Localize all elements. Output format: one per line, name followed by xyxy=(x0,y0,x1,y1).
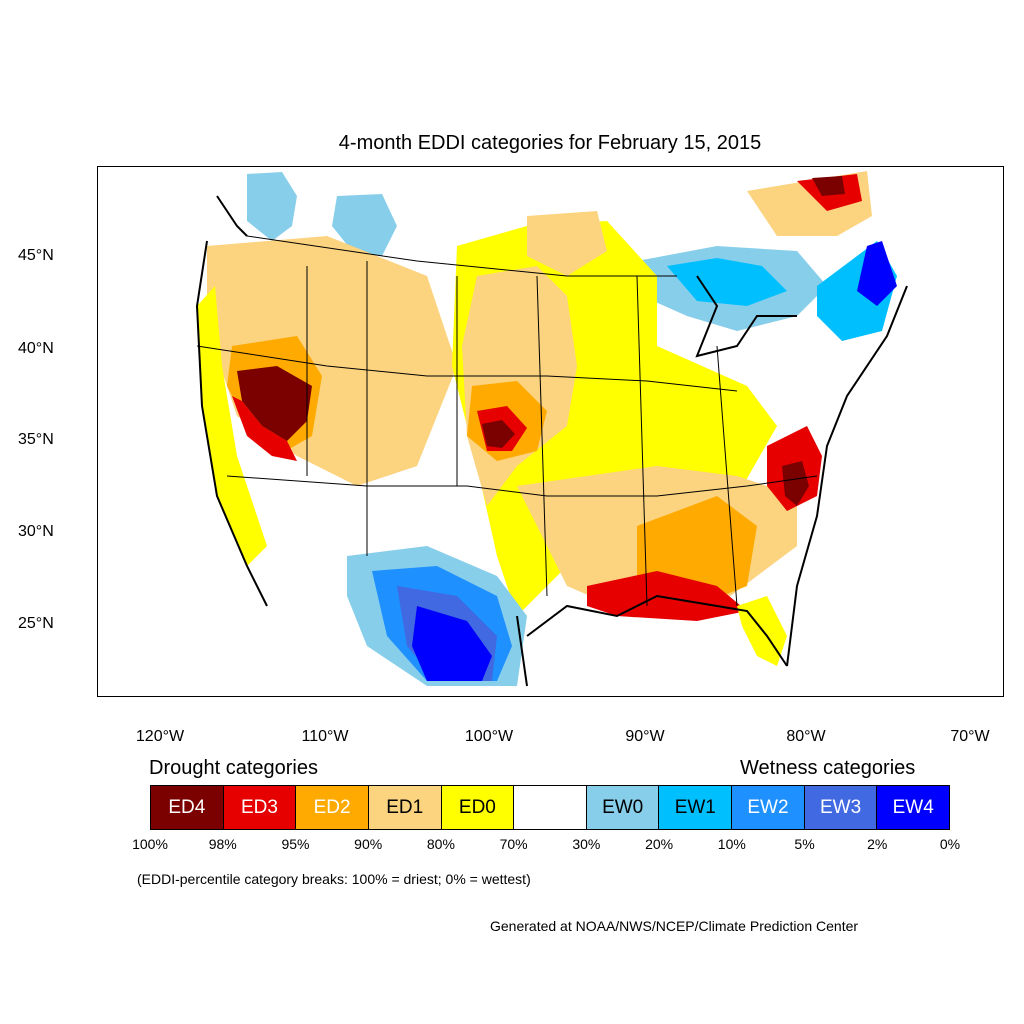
wetness-categories-title: Wetness categories xyxy=(740,757,916,779)
lat-label-25n: 25°N xyxy=(18,615,54,632)
region-ew0-montana xyxy=(332,194,397,256)
map-panel xyxy=(97,166,1004,697)
lon-label-120w: 120°W xyxy=(135,728,185,745)
percentile-break-label: 0% xyxy=(939,836,961,852)
eddi-map xyxy=(97,166,1004,697)
legend-swatch-ed4: ED4 xyxy=(151,786,224,829)
percentile-break-label: 5% xyxy=(794,836,815,852)
map-title: 4-month EDDI categories for February 15,… xyxy=(338,132,762,154)
legend-swatch-ed1: ED1 xyxy=(368,786,442,829)
state-borders xyxy=(196,235,818,607)
lon-label-110w: 110°W xyxy=(301,728,349,745)
drought-categories-title: Drought categories xyxy=(149,757,318,779)
category-fills xyxy=(197,171,897,686)
percentile-break-label: 2% xyxy=(867,836,888,852)
region-ed4-kansas xyxy=(482,420,515,448)
credit-line: Generated at NOAA/NWS/NCEP/Climate Predi… xyxy=(490,918,859,934)
lon-label-80w: 80°W xyxy=(786,728,826,745)
breaks-note: (EDDI-percentile category breaks: 100% =… xyxy=(137,871,531,887)
legend-swatch-ed2: ED2 xyxy=(296,786,369,829)
region-ed1-ontario xyxy=(527,211,607,276)
region-ed0-coast xyxy=(197,286,267,566)
legend-swatch-ew2: EW2 xyxy=(732,786,805,829)
percentile-break-label: 30% xyxy=(572,836,601,852)
legend-swatch-ew0: EW0 xyxy=(586,786,660,829)
lat-label-45n: 45°N xyxy=(18,247,54,264)
lon-label-70w: 70°W xyxy=(950,728,990,745)
coastline xyxy=(195,195,908,687)
percentile-break-label: 98% xyxy=(208,836,237,852)
legend-swatch-ed3: ED3 xyxy=(223,786,297,829)
lon-label-100w: 100°W xyxy=(464,728,514,745)
legend-swatch-ew1: EW1 xyxy=(659,786,733,829)
region-ed3-nevada xyxy=(232,396,297,461)
percentile-break-label: 80% xyxy=(426,836,455,852)
region-ed4-quebec xyxy=(812,176,845,196)
percentile-break-label: 70% xyxy=(499,836,528,852)
region-ew4-texas xyxy=(412,606,492,681)
region-ew1-greatlakes xyxy=(667,258,787,306)
region-ew0-northwest xyxy=(247,172,297,241)
legend-swatch-ew4: EW4 xyxy=(877,786,950,829)
percentile-break-label: 20% xyxy=(645,836,674,852)
percentile-break-label: 100% xyxy=(132,836,168,852)
region-ed4-carolina xyxy=(782,461,809,506)
legend-swatch-ed0: ED0 xyxy=(441,786,515,829)
region-ed3-gulf xyxy=(587,571,747,621)
percentile-break-label: 10% xyxy=(717,836,746,852)
lat-label-35n: 35°N xyxy=(18,431,54,448)
percentile-break-label: 95% xyxy=(281,836,310,852)
legend-swatch-ew3: EW3 xyxy=(804,786,878,829)
lat-label-40n: 40°N xyxy=(18,340,54,357)
legend-color-bar: ED4 ED3 ED2 ED1 ED0 EW0 EW1 EW2 EW3 EW4 xyxy=(150,785,950,830)
region-ed4-nevada xyxy=(237,366,312,441)
percentile-break-label: 90% xyxy=(354,836,383,852)
legend-swatch-neutral xyxy=(514,786,587,829)
lat-label-30n: 30°N xyxy=(18,523,54,540)
lon-label-90w: 90°W xyxy=(625,728,665,745)
region-ew4-maine xyxy=(857,241,897,306)
